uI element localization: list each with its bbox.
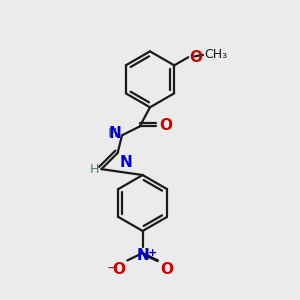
Text: O: O [112,262,125,277]
Text: O: O [190,50,203,65]
Text: H: H [107,127,117,140]
Text: +: + [148,248,157,258]
Text: N: N [120,155,133,170]
Text: O: O [159,118,172,134]
Text: N: N [136,248,149,263]
Text: −: − [106,261,118,275]
Text: N: N [109,126,122,141]
Text: H: H [90,163,99,176]
Text: CH₃: CH₃ [204,48,228,62]
Text: O: O [160,262,173,277]
